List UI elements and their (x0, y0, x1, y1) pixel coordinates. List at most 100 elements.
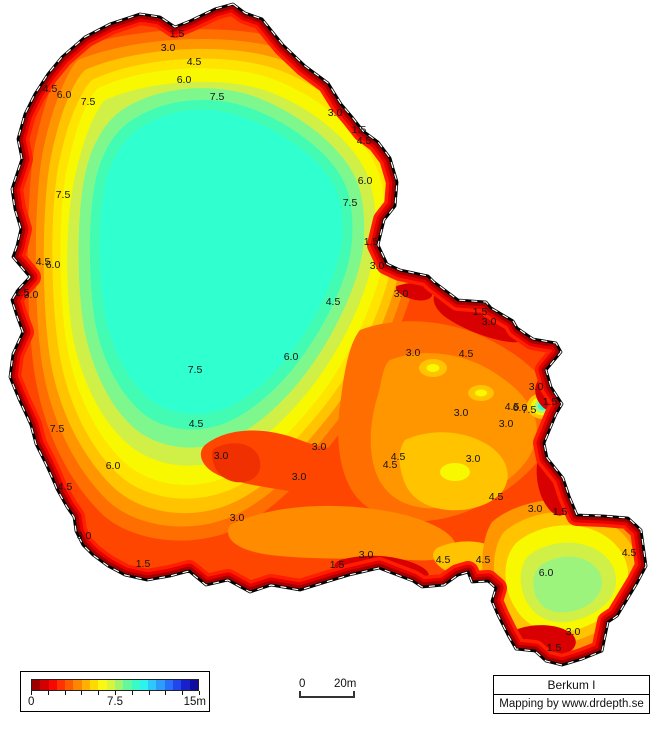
depth-label: 3.0 (23, 289, 39, 302)
depth-label: 4.5 (458, 348, 474, 361)
colorbar-segment (189, 680, 198, 690)
depth-label: 3.0 (213, 450, 229, 463)
depth-label: 6.0 (105, 460, 121, 473)
depth-label: 1.5 (472, 306, 488, 319)
depth-label: 6.0 (357, 175, 373, 188)
map-title: Berkum I (547, 678, 596, 692)
legend-max-label: 15m (183, 696, 206, 708)
depth-label: 4.5 (621, 547, 637, 560)
legend-tick (31, 691, 32, 695)
map-credit: Mapping by www.drdepth.se (494, 694, 649, 713)
depth-label: 3.0 (160, 42, 176, 55)
depth-label: 3.0 (565, 626, 581, 639)
depth-label: 6.0 (176, 74, 192, 87)
depth-label: 4.5 (435, 554, 451, 567)
depth-label: 4.5 (382, 459, 398, 472)
shoreline (8, 2, 648, 667)
depth-label: 3.0 (465, 453, 481, 466)
depth-label: 4.5 (57, 481, 73, 494)
scale-end-label: 20m (334, 678, 357, 690)
depth-label: 4.5 (488, 491, 504, 504)
colorbar-segment (156, 680, 165, 690)
colorbar-segment (56, 680, 66, 690)
depth-label: 1.5 (329, 559, 345, 572)
depth-label: 3.0 (527, 503, 543, 516)
colorbar-segment (114, 680, 124, 690)
depth-label: 6.0 (45, 259, 61, 272)
depth-label: 3.0 (393, 288, 409, 301)
depth-label: 4.5 (325, 296, 341, 309)
depth-label: 6.0 (538, 567, 554, 580)
depth-label: 4.5 (186, 56, 202, 69)
depth-label: 3.0 (358, 549, 374, 562)
legend-tick (199, 691, 200, 695)
depth-label: 3.0 (327, 107, 343, 120)
depth-label: 4.5 (504, 401, 520, 414)
depth-label: 4.5 (35, 256, 51, 269)
depth-label: 3.0 (481, 316, 497, 329)
depth-colorbar (31, 679, 199, 691)
depth-label: 3.0 (229, 512, 245, 525)
depth-label: 7.5 (55, 189, 71, 202)
depth-label: 3.0 (369, 260, 385, 273)
depth-label: 1.5 (363, 236, 379, 249)
depth-label: 7.5 (80, 96, 96, 109)
depth-label: 3.0 (76, 530, 92, 543)
depth-label: 6.0 (283, 351, 299, 364)
legend-tick (81, 691, 83, 695)
colorbar-segment (106, 680, 115, 690)
colorbar-segment (81, 680, 91, 690)
depth-label: 4.5 (42, 83, 58, 96)
legend-tick (131, 691, 133, 695)
legend-ticks (31, 691, 200, 696)
depth-label: 3.0 (453, 407, 469, 420)
colorbar-segment (73, 680, 82, 690)
depth-label: 3.0 (528, 381, 544, 394)
depth-label: 4.5 (390, 451, 406, 464)
colorbar-segment (173, 680, 182, 690)
colorbar-segment (181, 680, 190, 690)
depth-label: 6.0 (56, 89, 72, 102)
depth-label: 4.5 (475, 554, 491, 567)
scale-bar: 0 20m (296, 678, 366, 698)
depth-label: 4.5 (356, 135, 372, 148)
colorbar-segment (164, 680, 174, 690)
scale-start-label: 0 (299, 678, 306, 690)
depth-label: 3.0 (291, 471, 307, 484)
depth-label: 7.5 (342, 197, 358, 210)
depth-label: 1.5 (542, 396, 558, 409)
depth-label: 3.0 (311, 441, 327, 454)
legend-tick (98, 691, 100, 695)
scale-bar-rule (299, 691, 355, 698)
depth-label: 1.5 (546, 642, 562, 655)
colorbar-segment (32, 680, 41, 690)
colorbar-segment (40, 680, 49, 690)
depth-label: 1.5 (14, 287, 30, 300)
depth-label: 4.5 (188, 418, 204, 431)
legend-tick (148, 691, 150, 695)
colorbar-segment (148, 680, 157, 690)
title-box: Berkum I Mapping by www.drdepth.se (493, 675, 650, 714)
colorbar-segment (98, 680, 107, 690)
depth-label: 1.5 (135, 558, 151, 571)
depth-legend: 0 7.5 15m (20, 671, 210, 712)
depth-label: 1.5 (169, 28, 185, 41)
legend-tick (165, 691, 167, 695)
depth-label: 7.5 (209, 91, 225, 104)
legend-tick (64, 691, 66, 695)
depth-label: 1.5 (552, 506, 568, 519)
depth-label: 7.5 (521, 404, 537, 417)
depth-label: 1.5 (351, 124, 367, 137)
legend-tick (115, 691, 116, 695)
colorbar-segment (90, 680, 99, 690)
legend-min-label: 0 (28, 696, 35, 708)
legend-tick (182, 691, 184, 695)
depth-label: 3.0 (405, 347, 421, 360)
legend-mid-label: 7.5 (107, 696, 123, 708)
colorbar-segment (123, 680, 132, 690)
depth-label: 7.5 (187, 364, 203, 377)
colorbar-segment (131, 680, 140, 690)
